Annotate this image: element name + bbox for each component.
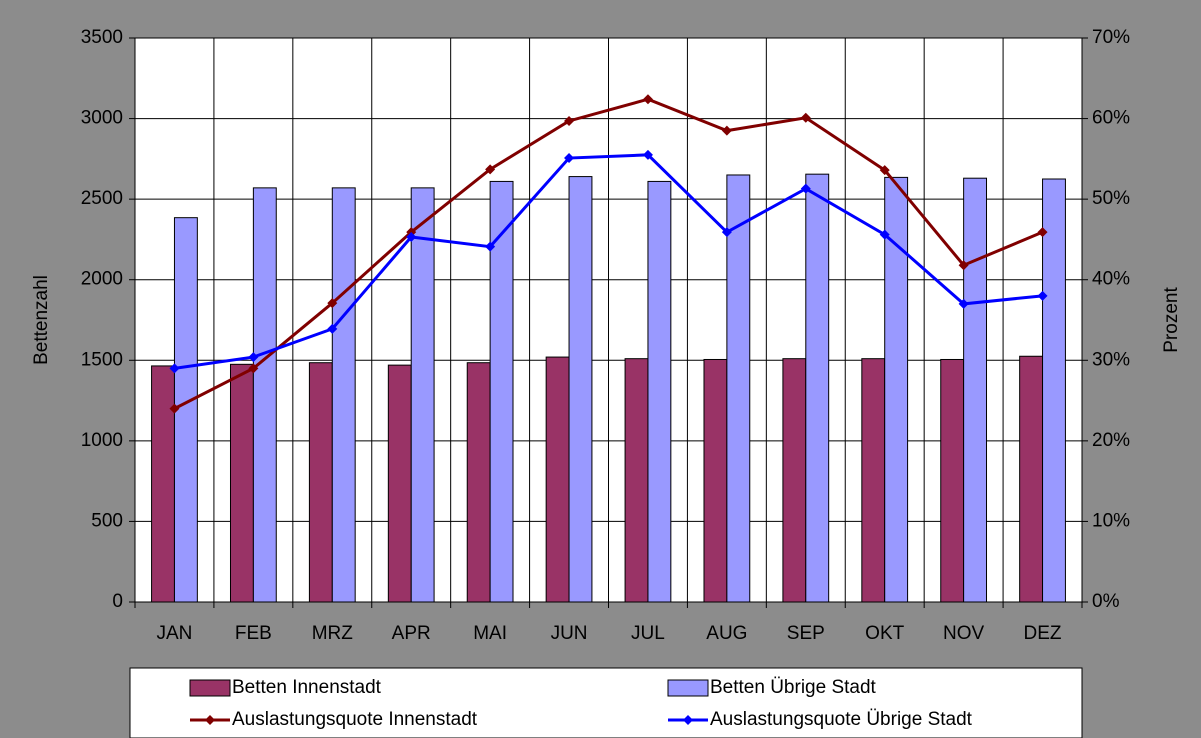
x-tick-label: JUN (551, 623, 588, 644)
y2-tick-label: 70% (1092, 27, 1130, 48)
line-marker (406, 232, 417, 243)
x-tick-label: MRZ (312, 623, 354, 644)
bar (466, 362, 491, 603)
y2-tick-label: 20% (1092, 430, 1130, 451)
bar (410, 187, 435, 603)
x-tick-label: MAI (473, 623, 507, 644)
y2-tick-label: 60% (1092, 108, 1130, 129)
legend-swatch (189, 679, 231, 697)
line (173, 97, 1044, 410)
line-marker (169, 403, 180, 414)
line-marker (1037, 227, 1048, 238)
y2-tick-label: 0% (1092, 591, 1120, 612)
bar (1019, 355, 1044, 603)
bar (331, 187, 356, 603)
bar (726, 174, 751, 603)
x-tick-label: JUL (631, 623, 665, 644)
line-marker (564, 153, 575, 164)
bar (940, 358, 965, 603)
line-marker (800, 112, 811, 123)
bar (861, 358, 886, 603)
bar (647, 180, 672, 603)
line-marker (958, 260, 969, 271)
y2-tick-label: 50% (1092, 188, 1130, 209)
y2-tick-label: 40% (1092, 269, 1130, 290)
legend-label: Betten Innenstadt (232, 677, 382, 698)
y-tick-label: 3500 (81, 27, 123, 48)
x-tick-label: SEP (787, 623, 825, 644)
bar (252, 187, 277, 603)
y2-tick-label: 10% (1092, 510, 1130, 531)
x-tick-label: OKT (865, 623, 904, 644)
bar (545, 356, 570, 603)
line-marker (958, 298, 969, 309)
legend-label: Betten Übrige Stadt (710, 677, 877, 698)
bar (229, 363, 254, 603)
line-marker (485, 164, 496, 175)
line-marker (879, 229, 890, 240)
x-tick-label: NOV (943, 623, 985, 644)
x-tick-label: AUG (706, 623, 747, 644)
y-tick-label: 1500 (81, 349, 123, 370)
bar (489, 180, 514, 603)
bar (963, 177, 988, 603)
y-tick-label: 2000 (81, 269, 123, 290)
x-tick-label: APR (392, 623, 431, 644)
bar (151, 365, 175, 603)
x-tick-label: DEZ (1024, 623, 1062, 644)
line-marker (327, 323, 338, 334)
line-marker (879, 165, 890, 176)
bar (884, 176, 909, 603)
line-marker (485, 241, 496, 252)
line-marker (169, 363, 180, 374)
line-marker (800, 183, 811, 194)
bar (568, 176, 593, 603)
y-tick-label: 500 (91, 510, 123, 531)
y-tick-label: 0 (112, 591, 123, 612)
bar (624, 358, 649, 603)
y-tick-label: 1000 (81, 430, 123, 451)
line-marker (327, 298, 338, 309)
line-marker (721, 227, 732, 238)
line-marker (642, 94, 653, 105)
bar (387, 364, 412, 603)
line-marker (248, 352, 259, 363)
line-marker (564, 115, 575, 126)
legend-marker (683, 715, 693, 725)
legend-box (129, 667, 1083, 738)
bar (703, 358, 728, 603)
plot-border (134, 37, 1083, 603)
y2-tick-label: 30% (1092, 349, 1130, 370)
line (174, 153, 1043, 370)
y-tick-label: 3000 (81, 108, 123, 129)
bar (1042, 178, 1066, 603)
line-marker (248, 363, 259, 374)
legend-label: Auslastungsquote Innenstadt (232, 709, 478, 730)
bar (308, 362, 333, 603)
y-tick-label: 2500 (81, 188, 123, 209)
x-tick-label: JAN (157, 623, 193, 644)
bar (805, 173, 830, 603)
line-marker (1037, 290, 1048, 301)
line-marker (642, 149, 653, 160)
legend-label: Auslastungsquote Übrige Stadt (710, 709, 973, 730)
legend-swatch (667, 679, 709, 697)
legend-marker (205, 715, 215, 725)
y2-axis-title: Prozent (1161, 287, 1182, 353)
x-tick-label: FEB (235, 623, 272, 644)
y-axis-title: Bettenzahl (31, 275, 52, 365)
line-marker (721, 125, 732, 136)
bar (782, 358, 807, 603)
